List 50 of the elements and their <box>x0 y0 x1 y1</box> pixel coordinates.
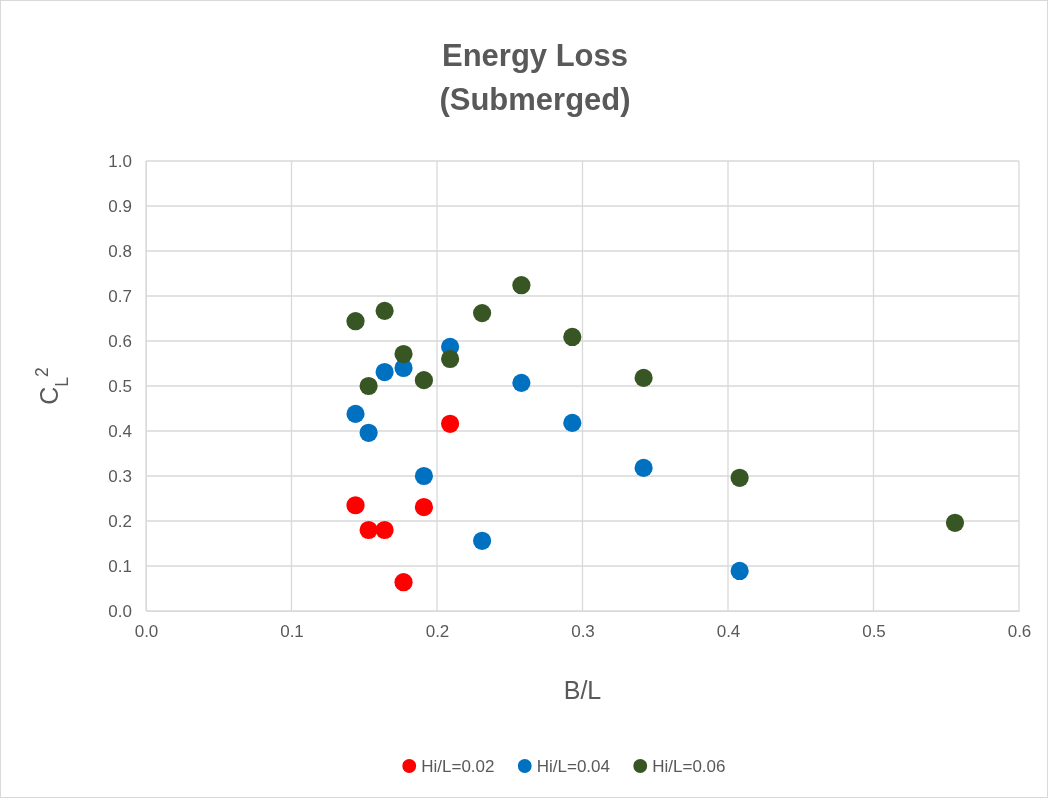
point <box>346 496 365 515</box>
point <box>441 349 460 369</box>
y-tick-label: 0.8 <box>108 241 132 261</box>
point <box>473 304 492 323</box>
legend-label: Hi/L=0.04 <box>536 757 610 776</box>
point <box>394 344 413 364</box>
x-tick-label: 0.1 <box>280 622 304 642</box>
point <box>359 520 378 540</box>
chart-title: Energy Loss (Submerged) <box>439 38 631 117</box>
point <box>512 276 531 295</box>
x-axis-title: B/L <box>563 676 602 704</box>
y-tick-label: 0.2 <box>108 511 132 531</box>
point <box>730 468 749 487</box>
point <box>634 368 653 387</box>
point <box>375 520 394 540</box>
point <box>441 414 460 433</box>
point <box>414 497 433 517</box>
point <box>634 458 653 477</box>
x-tick-label: 0.3 <box>571 622 595 642</box>
point <box>375 362 394 382</box>
point <box>346 312 365 331</box>
point <box>473 531 492 550</box>
point <box>563 413 582 432</box>
y-tick-label: 0.6 <box>108 331 132 351</box>
y-tick-label: 0.7 <box>108 286 132 306</box>
y-tick-label: 1.0 <box>108 151 132 171</box>
x-tick-label: 0.2 <box>425 622 450 642</box>
point <box>346 404 365 423</box>
point <box>375 301 394 320</box>
point <box>394 573 413 592</box>
x-tick-label: 0.6 <box>1007 622 1032 642</box>
point <box>563 327 582 347</box>
point <box>359 376 378 396</box>
x-tick-label: 0.4 <box>716 622 741 642</box>
legend-label: Hi/L=0.06 <box>652 757 726 776</box>
x-tick-label: 0.0 <box>134 622 159 642</box>
point <box>730 561 749 581</box>
y-tick-label: 0.1 <box>108 556 132 576</box>
x-tick-label: 0.5 <box>862 622 886 642</box>
y-tick-label: 0.3 <box>108 466 132 486</box>
y-tick-label: 0.0 <box>108 601 132 621</box>
y-tick-label: 0.9 <box>108 196 132 216</box>
point <box>512 373 531 392</box>
point <box>414 466 433 486</box>
legend-label: Hi/L=0.02 <box>421 757 495 776</box>
y-tick-label: 0.5 <box>108 376 132 396</box>
point <box>414 371 433 390</box>
y-tick-label: 0.4 <box>108 421 132 441</box>
point <box>945 513 965 532</box>
point <box>359 423 378 442</box>
